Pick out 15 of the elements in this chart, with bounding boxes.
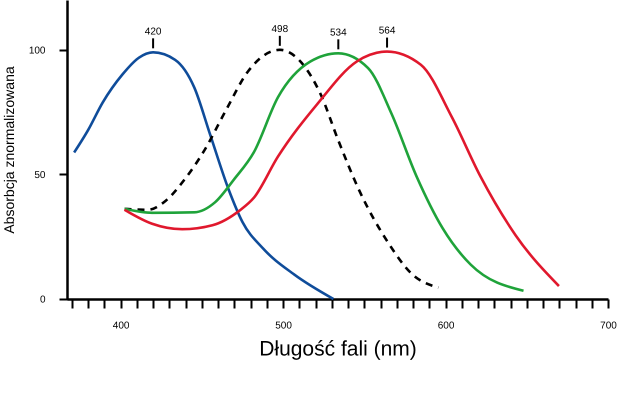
annotation: 498 [271,24,289,35]
x-tick-label: 500 [275,320,292,332]
annotation: 564 [378,26,396,37]
line-series [72,51,335,300]
line-series [123,48,440,289]
x-tick-label: 400 [112,320,130,332]
x-tick-label: 600 [438,320,455,332]
x-tick-label: 700 [600,320,618,332]
y-tick-label: 0 [40,294,46,306]
y-tick-label: 50 [34,170,46,181]
y-tick-label: 100 [28,45,46,56]
annotation: 420 [144,26,162,38]
annotation: 534 [330,27,348,38]
y-axis-title: Absorbcja znormalizowana [0,66,17,234]
x-axis-title: Długość fali (nm) [259,338,417,360]
